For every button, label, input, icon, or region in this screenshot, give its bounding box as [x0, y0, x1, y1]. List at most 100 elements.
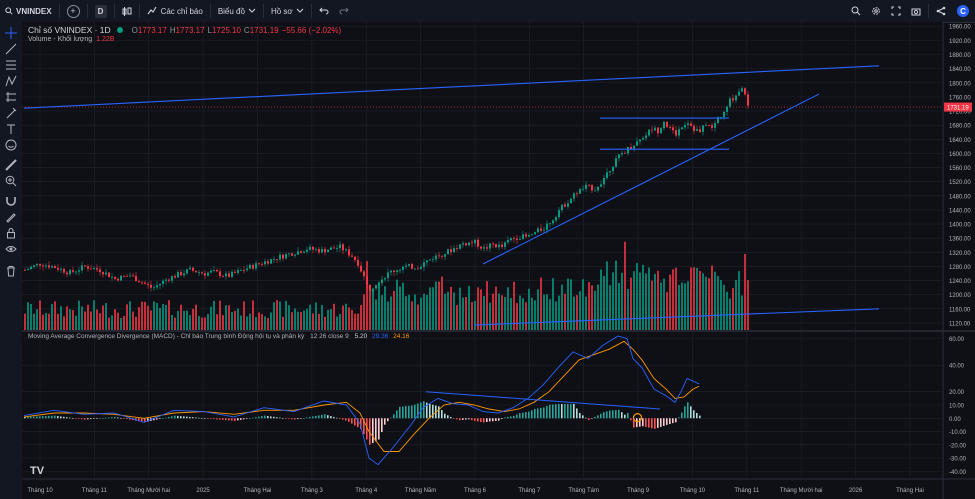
candle-body — [441, 255, 443, 257]
trendlines[interactable] — [23, 65, 880, 326]
macd-histogram-bar — [339, 418, 341, 419]
candle-body — [459, 244, 461, 249]
brush-tool[interactable] — [4, 106, 18, 120]
price-tick-label: 1840.00 — [949, 67, 971, 73]
volume-bar — [132, 311, 134, 330]
candle-body — [69, 270, 71, 275]
share-button[interactable] — [931, 0, 951, 22]
pattern-tool[interactable] — [4, 74, 18, 88]
candle-body — [252, 264, 254, 269]
chart-type-button[interactable] — [117, 0, 137, 22]
volume-bar — [612, 272, 614, 330]
candle-body — [156, 285, 158, 288]
text-tool[interactable] — [4, 122, 18, 136]
volume-bar — [672, 269, 674, 330]
interval-button[interactable]: D — [90, 0, 112, 22]
chart-canvas[interactable]: 1960.00 1920.00 1880.00 1840.00 1800.00 1760.… — [22, 22, 975, 499]
candle-body — [333, 247, 335, 249]
quick-search-button[interactable] — [846, 0, 866, 22]
chevron-down-icon — [296, 8, 304, 13]
volume-bar — [198, 316, 200, 330]
volume-bar — [531, 297, 533, 330]
legend-open: O1773.17 — [131, 25, 167, 35]
candle-body — [222, 276, 224, 277]
ruler-icon — [5, 159, 17, 171]
macd-histogram-bar — [525, 412, 527, 419]
candle-body — [486, 247, 488, 249]
macd-histogram-bar — [366, 418, 368, 440]
volume-bar — [534, 300, 536, 330]
candle-body — [564, 204, 566, 207]
volume-bar — [741, 295, 743, 330]
fullscreen-button[interactable] — [886, 0, 906, 22]
volume-bar — [609, 285, 611, 330]
candle-body — [210, 270, 212, 273]
measure-tool[interactable] — [4, 158, 18, 172]
macd-histogram-bar — [456, 418, 458, 420]
visibility-tool[interactable] — [4, 242, 18, 256]
volume-bar — [594, 290, 596, 330]
macd-histogram-bar — [441, 410, 443, 419]
macd-histogram-bar — [312, 416, 314, 419]
candle-body — [36, 263, 38, 266]
indicators-button[interactable]: Các chỉ báo — [142, 0, 208, 22]
candle-body — [447, 249, 449, 255]
settings-button[interactable] — [866, 0, 886, 22]
candle-body — [621, 152, 623, 155]
candle-body — [513, 238, 515, 239]
price-axis[interactable]: 1960.00 1920.00 1880.00 1840.00 1800.00 1760.… — [944, 25, 972, 476]
volume-bar — [384, 286, 386, 330]
candle-body — [240, 270, 242, 271]
macd-histogram-bar — [174, 415, 176, 419]
macd-histogram-bar — [369, 418, 371, 445]
volume-bar — [252, 300, 254, 330]
candle-body — [627, 146, 629, 154]
time-tick-label: Tháng 6 — [464, 488, 487, 494]
trendline-tool[interactable] — [4, 42, 18, 56]
candle-body — [390, 270, 392, 273]
magnet-tool[interactable] — [4, 194, 18, 208]
time-axis[interactable]: Tháng 10 Tháng 11 Tháng Mười hai 2025 Tháng … — [27, 488, 923, 494]
forecast-tool[interactable] — [4, 90, 18, 104]
volume-bar — [579, 291, 581, 330]
candle-body — [51, 266, 53, 268]
fib-tool[interactable] — [4, 58, 18, 72]
macd-histogram-bar — [123, 418, 125, 419]
volume-bar — [234, 310, 236, 330]
undo-button[interactable] — [314, 0, 334, 22]
macd-histogram-bar — [204, 418, 206, 419]
zoom-tool[interactable] — [4, 174, 18, 188]
crosshair-tool[interactable] — [4, 26, 18, 40]
candle-body — [261, 264, 263, 265]
chart-menu-button[interactable]: Biểu đồ — [213, 0, 261, 22]
candle-body — [483, 247, 485, 249]
candle-body — [111, 276, 113, 278]
brush-icon — [6, 107, 17, 119]
macd-histogram-bar — [408, 405, 410, 419]
divider — [262, 4, 264, 18]
macd-histogram-bar — [261, 416, 263, 419]
emoji-tool[interactable] — [4, 138, 18, 152]
volume-bar — [732, 288, 734, 330]
stay-drawing-tool[interactable] — [4, 210, 18, 224]
macd-histogram-bar — [438, 406, 440, 419]
symbol-search[interactable]: VNINDEX — [0, 0, 57, 22]
delete-tool[interactable] — [4, 264, 18, 278]
macd-histogram-bar — [306, 417, 308, 419]
screenshot-button[interactable] — [906, 0, 926, 22]
volume-bar — [360, 304, 362, 330]
profile-menu-button[interactable]: Hồ sơ — [266, 0, 309, 22]
lock-tool[interactable] — [4, 226, 18, 240]
macd-histogram-bar — [555, 404, 557, 419]
volume-value: 1.22B — [96, 36, 115, 43]
compare-button[interactable]: + — [62, 0, 85, 22]
macd-tick-label: 40.00 — [949, 364, 965, 370]
avatar[interactable]: C — [957, 5, 969, 17]
redo-button[interactable] — [334, 0, 354, 22]
price-tick-label: 1880.00 — [949, 53, 971, 59]
macd-histogram-bar — [609, 410, 611, 419]
macd-tick-label: -10.00 — [949, 430, 967, 436]
candle-body — [660, 128, 662, 134]
candle-body — [393, 270, 395, 272]
volume-bar — [75, 315, 77, 330]
